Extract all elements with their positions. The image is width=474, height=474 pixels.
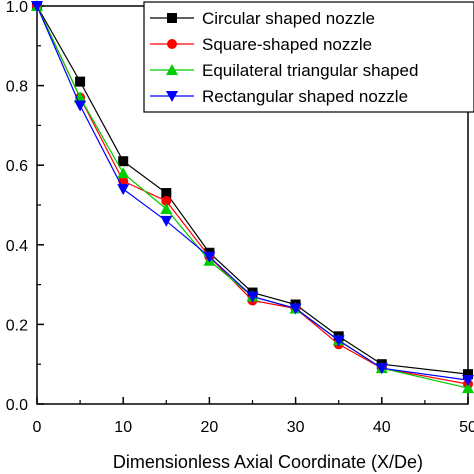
- y-tick-label: 0.4: [6, 238, 28, 255]
- series-line: [36, 5, 469, 375]
- legend-box: [143, 1, 474, 113]
- y-tick-label: 1.0: [6, 0, 28, 16]
- legend-label: Rectangular shaped nozzle: [202, 87, 408, 106]
- series-4: [31, 1, 474, 387]
- data-point: [289, 303, 302, 315]
- legend-label: Circular shaped nozzle: [202, 9, 375, 28]
- legend-label: Square-shaped nozzle: [202, 35, 372, 54]
- legend-label: Equilateral triangular shaped: [202, 61, 418, 80]
- data-point: [463, 369, 473, 380]
- y-tick-label: 0.8: [6, 79, 28, 96]
- x-tick-label: 10: [114, 419, 132, 436]
- x-tick-label: 20: [201, 419, 219, 436]
- data-point: [160, 202, 173, 214]
- data-point: [118, 156, 129, 167]
- data-point: [161, 196, 172, 207]
- data-point: [462, 375, 474, 387]
- data-point: [161, 188, 172, 199]
- legend-marker: [167, 39, 177, 49]
- data-point: [117, 167, 130, 179]
- y-tick-label: 0.2: [6, 317, 28, 334]
- legend-item: Rectangular shaped nozzle: [150, 87, 408, 106]
- legend-marker: [167, 13, 177, 23]
- x-axis-title: Dimensionless Axial Coordinate (X/De): [113, 452, 423, 472]
- data-point: [117, 184, 130, 196]
- legend-item: Equilateral triangular shaped: [150, 61, 418, 80]
- series-line: [36, 5, 469, 381]
- data-point: [462, 382, 474, 394]
- y-tick-label: 0.6: [6, 158, 28, 175]
- legend-marker: [166, 64, 178, 75]
- data-point: [332, 335, 345, 347]
- data-point: [246, 291, 259, 303]
- data-point: [75, 76, 86, 87]
- legend-item: Circular shaped nozzle: [150, 9, 375, 28]
- x-tick-label: 40: [373, 419, 391, 436]
- x-tick-label: 0: [33, 419, 42, 436]
- data-point: [375, 363, 388, 375]
- legend-marker: [166, 91, 178, 102]
- x-tick-label: 30: [287, 419, 305, 436]
- data-point: [74, 100, 87, 112]
- data-point: [203, 251, 216, 263]
- series-layer: [31, 0, 474, 394]
- legend: Circular shaped nozzle Square-shaped nozz…: [143, 1, 474, 113]
- y-tick-label: 0.0: [6, 397, 28, 414]
- data-point: [31, 1, 43, 12]
- x-tick-label: 50: [459, 419, 474, 436]
- axes: 0 10 20 30 40 50 0.0 0.2 0.4 0.6 0.8 1.0: [6, 0, 474, 436]
- data-point: [160, 215, 173, 227]
- legend-item: Square-shaped nozzle: [150, 35, 372, 54]
